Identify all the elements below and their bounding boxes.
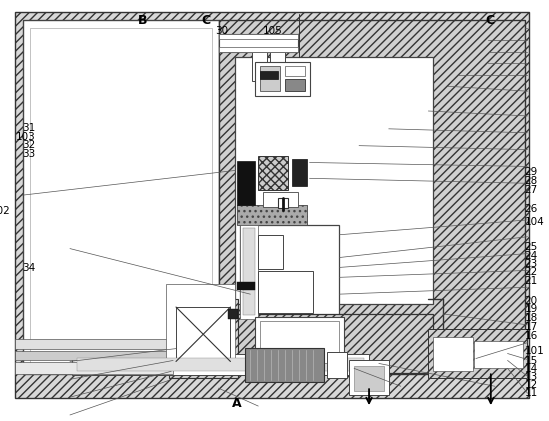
Text: 14: 14 [524, 364, 538, 374]
Text: 27: 27 [524, 186, 538, 195]
Text: 30: 30 [215, 26, 228, 36]
Text: 32: 32 [22, 141, 35, 150]
Text: 19: 19 [524, 304, 538, 314]
Bar [237, 160, 255, 205]
Text: 16: 16 [524, 330, 538, 341]
Text: 34: 34 [22, 263, 35, 273]
Bar [258, 272, 312, 313]
Bar [428, 329, 528, 378]
Bar [252, 52, 267, 81]
Bar [349, 360, 389, 395]
Text: C: C [201, 14, 211, 27]
Text: 22: 22 [524, 267, 538, 277]
Text: 24: 24 [524, 250, 538, 261]
Text: 20: 20 [524, 296, 537, 306]
Text: 105: 105 [263, 26, 283, 36]
Bar [236, 314, 433, 373]
Bar [245, 348, 324, 382]
Text: 13: 13 [524, 372, 538, 382]
Bar [23, 20, 219, 374]
Bar [237, 282, 255, 290]
Text: C: C [485, 14, 494, 27]
Bar [15, 339, 173, 349]
Text: 31: 31 [22, 123, 35, 133]
Text: 104: 104 [524, 217, 544, 227]
Bar [219, 20, 525, 374]
Bar [255, 61, 310, 96]
Bar [258, 235, 283, 269]
Bar [270, 52, 285, 81]
Bar [292, 159, 307, 186]
Bar [15, 362, 173, 374]
Bar [260, 67, 280, 91]
Bar [15, 351, 173, 360]
Bar [30, 28, 211, 368]
Bar [327, 352, 348, 378]
Bar [169, 299, 238, 378]
Bar [219, 34, 298, 52]
Text: 25: 25 [524, 242, 538, 252]
Text: 17: 17 [524, 322, 538, 332]
Text: A: A [232, 397, 241, 410]
Bar [240, 225, 258, 319]
Text: 26: 26 [524, 204, 538, 214]
Bar [285, 79, 305, 91]
Text: 11: 11 [524, 388, 538, 398]
Text: 102: 102 [0, 205, 11, 216]
Bar [166, 284, 236, 359]
Bar [255, 317, 344, 368]
Bar [260, 72, 278, 79]
Bar [219, 34, 298, 39]
Text: B: B [138, 14, 148, 27]
Bar [77, 357, 364, 371]
Bar [285, 67, 305, 76]
Bar [72, 354, 369, 376]
Bar [236, 56, 433, 304]
Text: 29: 29 [524, 167, 538, 177]
Text: 15: 15 [524, 357, 538, 366]
Bar [260, 321, 339, 363]
Bar [228, 309, 238, 319]
Bar [433, 337, 473, 371]
Bar [219, 47, 298, 52]
Text: 33: 33 [22, 149, 35, 159]
Bar [354, 366, 384, 391]
Text: 23: 23 [524, 259, 538, 269]
Bar [240, 225, 339, 319]
Bar [263, 192, 298, 207]
Text: 18: 18 [524, 313, 538, 323]
Text: 28: 28 [524, 176, 538, 187]
Bar [237, 205, 307, 225]
Text: 101: 101 [524, 346, 544, 356]
Bar [176, 307, 231, 362]
Bar [243, 228, 255, 315]
Bar [278, 198, 288, 208]
Text: 12: 12 [524, 380, 538, 390]
Text: 21: 21 [524, 275, 538, 285]
Text: 103: 103 [15, 132, 35, 142]
Bar [474, 341, 524, 368]
Bar [258, 155, 288, 190]
